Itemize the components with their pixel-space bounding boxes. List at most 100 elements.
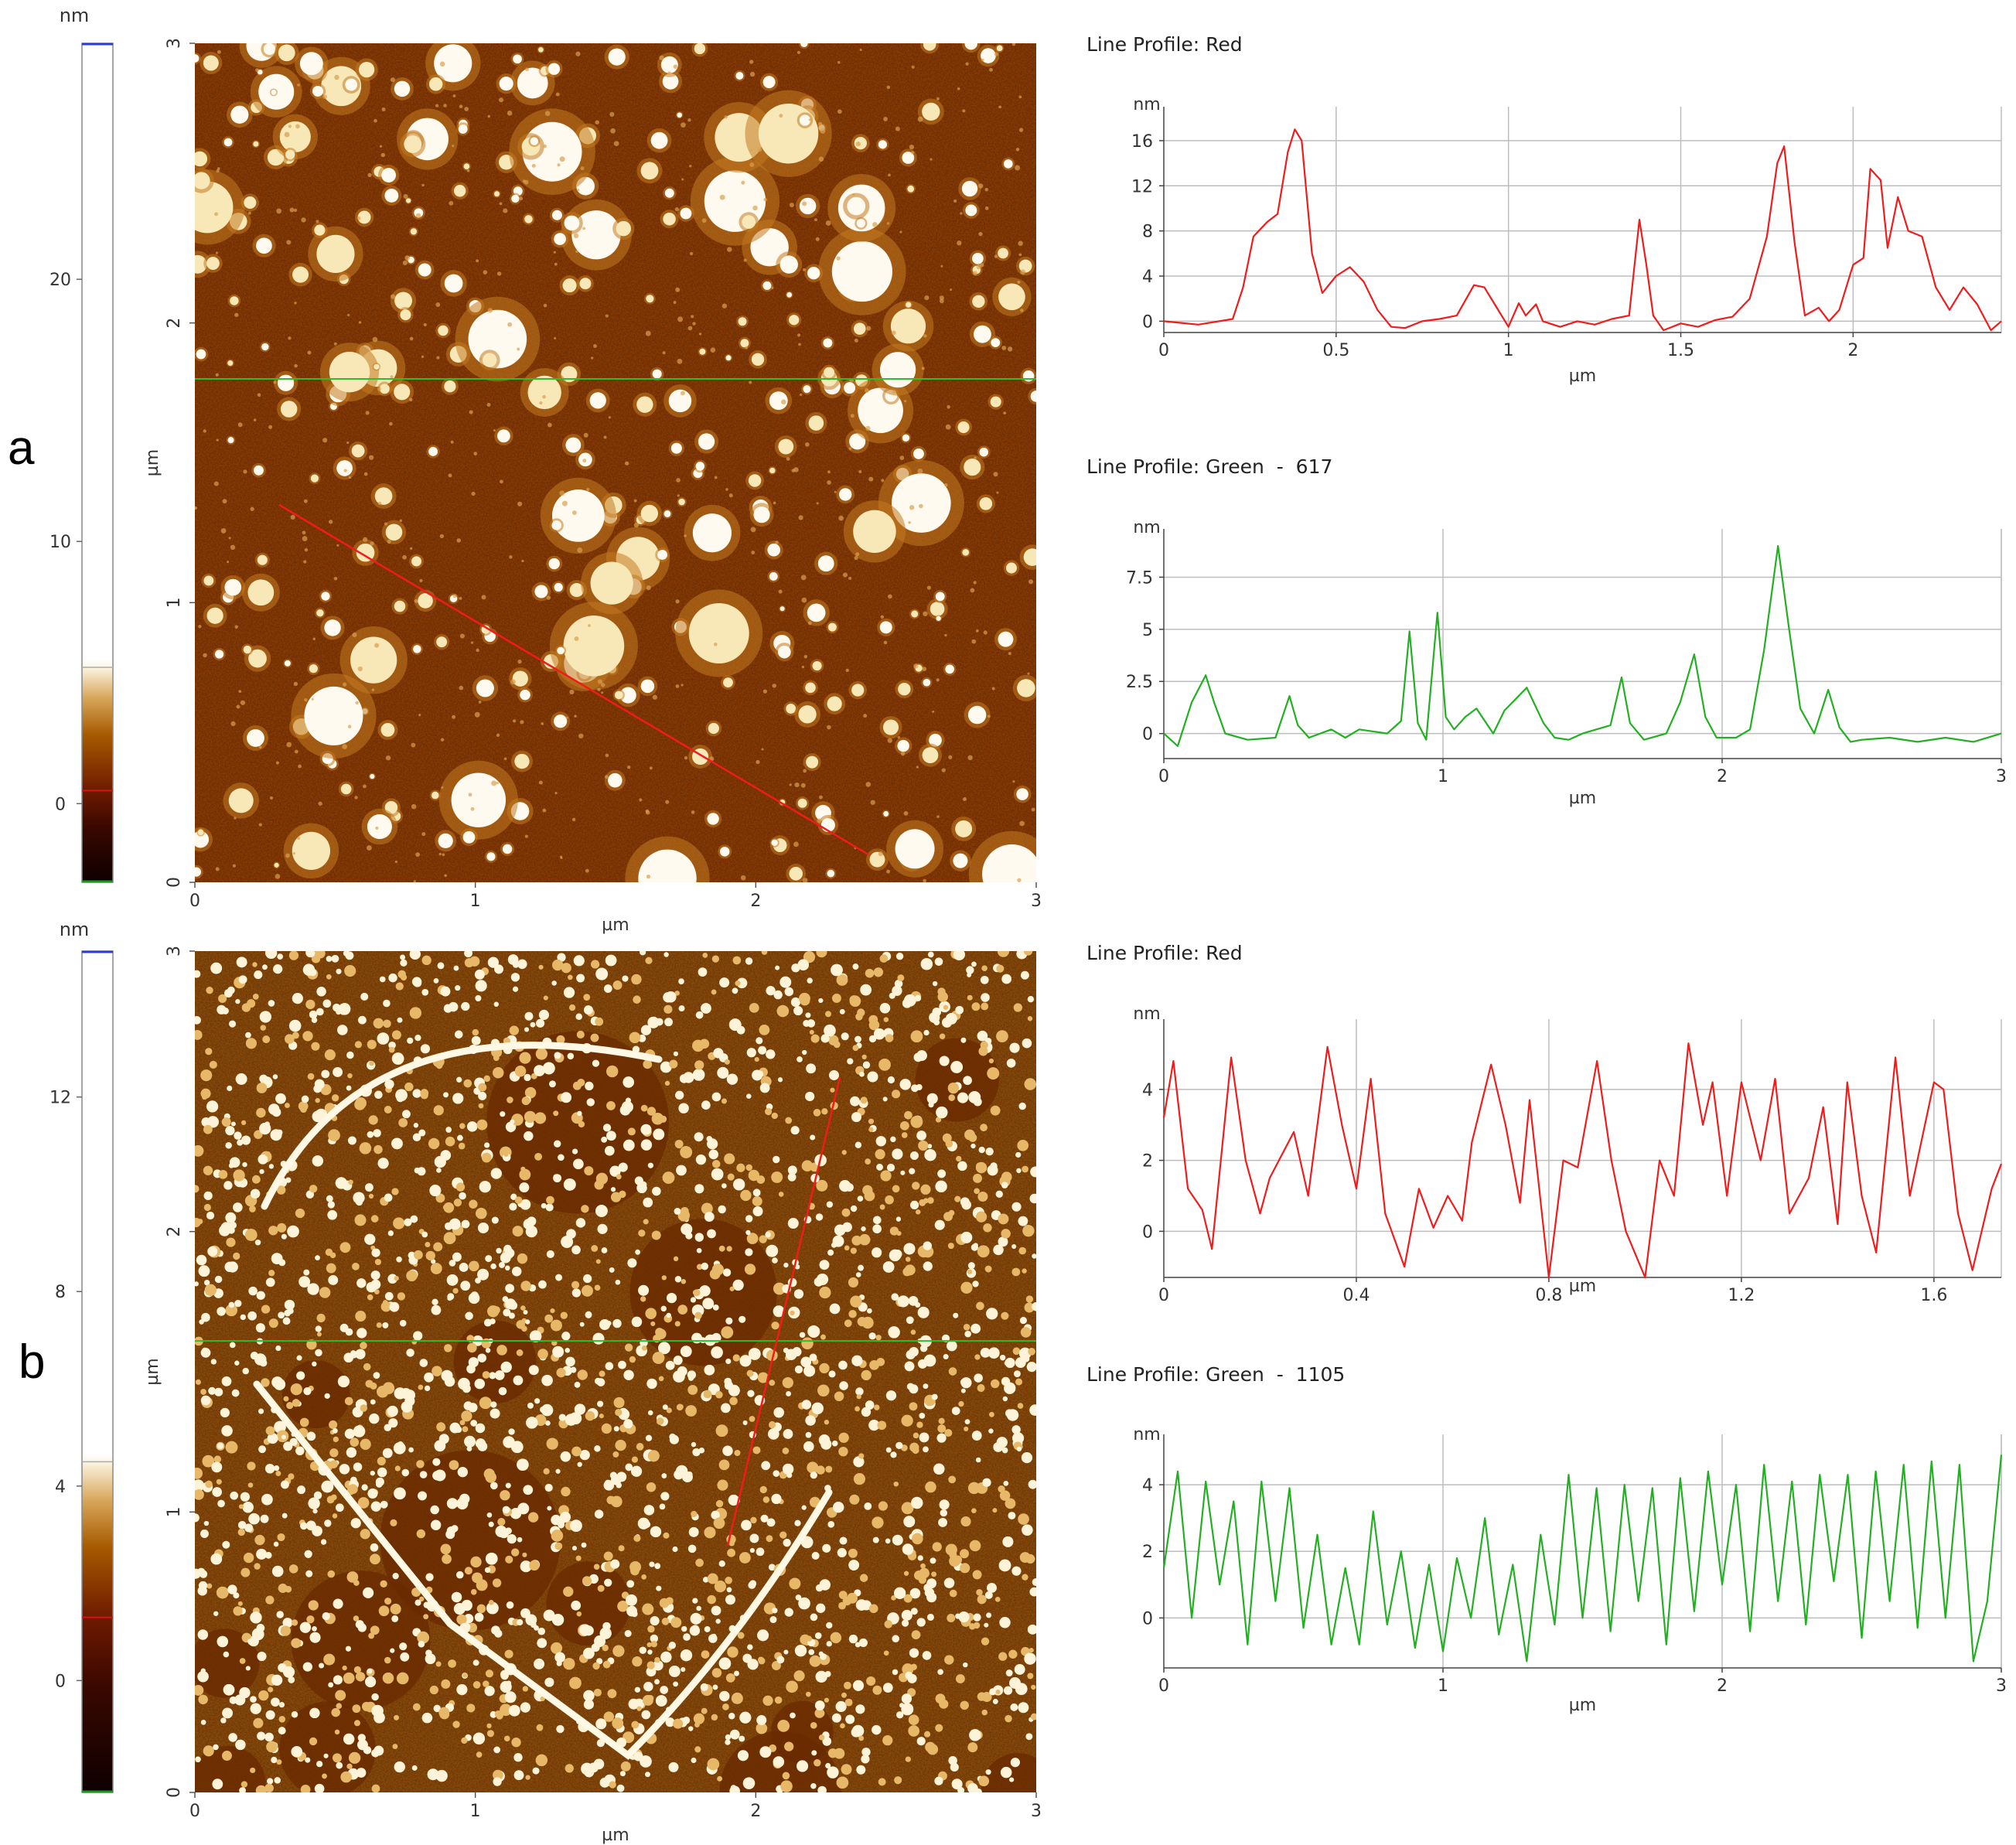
particle (394, 292, 412, 309)
network-node (477, 1441, 487, 1451)
line-profile-green: Line Profile: Green - 1105nm0 1 2 3024µm (1086, 1363, 2007, 1715)
network-node (377, 1158, 388, 1168)
network-node (204, 1192, 213, 1200)
network-node (727, 1587, 732, 1592)
particle (936, 616, 941, 621)
network-node (629, 1032, 641, 1044)
network-node (493, 1578, 501, 1587)
network-node (230, 1157, 240, 1168)
network-node (827, 1641, 832, 1646)
network-node (967, 1270, 972, 1274)
network-node (970, 1540, 981, 1552)
network-node (783, 1772, 790, 1780)
network-node (647, 1661, 655, 1669)
network-node (883, 1683, 893, 1693)
grain (577, 189, 579, 191)
grain (711, 347, 716, 353)
network-node (971, 962, 977, 967)
network-node (667, 1293, 677, 1303)
network-node (961, 1389, 966, 1393)
network-node (714, 1517, 725, 1529)
network-node (888, 1326, 899, 1338)
network-node (442, 1554, 452, 1564)
network-node (873, 1216, 882, 1224)
grain (973, 581, 976, 584)
network-node (612, 1451, 619, 1458)
network-node (660, 1492, 669, 1500)
grain (715, 476, 718, 479)
network-node (645, 957, 652, 964)
grain (930, 159, 932, 161)
network-node (909, 1347, 918, 1356)
network-node (663, 1171, 675, 1184)
network-node (529, 1560, 539, 1570)
particle (352, 445, 365, 458)
particle (857, 219, 865, 227)
network-node (275, 1093, 286, 1104)
network-node (661, 1306, 667, 1311)
network-node (694, 1312, 701, 1319)
grain (194, 506, 197, 510)
network-node (577, 1462, 582, 1467)
afm-height-image (189, 945, 1054, 1845)
network-node (749, 1580, 756, 1587)
particle (1016, 788, 1028, 800)
network-node (477, 1353, 486, 1362)
network-node (561, 1092, 571, 1103)
network-node (211, 1359, 217, 1364)
network-node (924, 1731, 930, 1738)
grain (235, 626, 238, 629)
particle (579, 278, 591, 289)
network-node (638, 1229, 645, 1236)
grain (410, 547, 412, 550)
particle (805, 683, 816, 694)
network-node (336, 969, 341, 974)
grain (948, 755, 952, 759)
network-node (719, 1560, 725, 1567)
network-node (884, 1650, 889, 1656)
network-node (877, 1420, 886, 1430)
network-node (978, 1775, 989, 1786)
network-node (724, 1154, 735, 1165)
network-node (687, 1385, 698, 1395)
network-node (327, 1495, 335, 1503)
network-node (773, 1407, 784, 1418)
grain (221, 528, 227, 534)
profile-series-line (1164, 129, 2001, 330)
network-node (1024, 1652, 1036, 1665)
network-node (404, 1390, 415, 1400)
network-node (936, 1107, 947, 1118)
network-node (459, 1192, 466, 1200)
network-node (538, 965, 543, 970)
grain (1015, 165, 1020, 170)
network-node (663, 1533, 669, 1539)
particle (400, 309, 411, 320)
network-node (520, 1281, 530, 1291)
particle (247, 729, 264, 747)
network-node (217, 1307, 226, 1316)
particle (198, 829, 203, 834)
particle (285, 150, 295, 159)
network-node (476, 1120, 487, 1131)
network-node (290, 1438, 298, 1446)
grain (803, 878, 808, 883)
network-node (655, 1328, 663, 1336)
network-node (794, 1520, 800, 1526)
grain (302, 536, 308, 541)
network-node (794, 1289, 803, 1298)
grain (504, 757, 507, 760)
network-node (1015, 1152, 1021, 1158)
network-node (985, 1266, 992, 1273)
network-node (285, 1586, 292, 1593)
grain (363, 785, 367, 789)
network-node (840, 1009, 845, 1015)
particle (486, 852, 495, 861)
particle (664, 510, 671, 517)
grain (944, 634, 947, 636)
network-node (1032, 1302, 1040, 1311)
particle (411, 228, 417, 234)
network-node (312, 1155, 323, 1166)
particle (806, 756, 818, 769)
grain (270, 796, 273, 800)
grain (493, 429, 496, 431)
